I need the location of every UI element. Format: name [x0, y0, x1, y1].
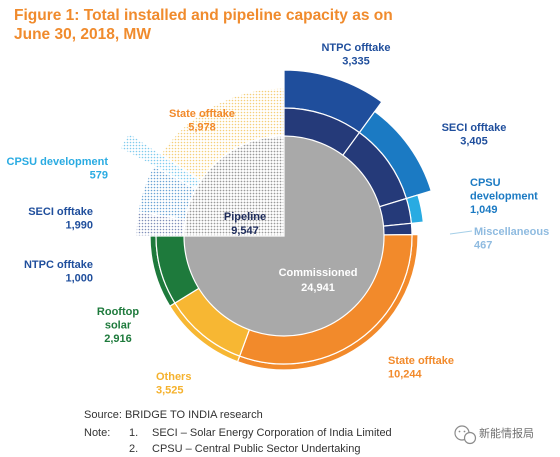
commissioned-miscellaneous-value: 467 [474, 240, 492, 252]
note-1-text: SECI – Solar Energy Corporation of India… [152, 427, 392, 439]
commissioned-others-value: 3,525 [156, 385, 184, 397]
commissioned-seci-offtake-value: 3,405 [460, 136, 488, 148]
pipeline-label: Pipeline [224, 211, 266, 223]
commissioned-miscellaneous-label: Miscellaneous [474, 226, 549, 238]
pipeline-center-disc [183, 135, 285, 237]
pipeline-ntpc-offtake-label: NTPC offtake [24, 259, 93, 271]
note-2-number: 2. [129, 443, 138, 455]
commissioned-ntpc-offtake-label: NTPC offtake [321, 42, 390, 54]
commissioned-seci-offtake-label: SECI offtake [442, 122, 507, 134]
pipeline-seci-offtake-value: 1,990 [65, 220, 93, 232]
watermark-text: 新能情报局 [479, 426, 534, 440]
miscellaneous-leader-line [449, 230, 473, 235]
center-disc [183, 135, 385, 337]
note-1-number: 1. [129, 427, 138, 439]
center-labels: Pipeline 9,547 Commissioned 24,941 [224, 211, 358, 294]
commissioned-rooftop-solar-label: solar [105, 320, 132, 332]
commissioned-cpsu-development-value: 1,049 [470, 204, 498, 216]
commissioned-others-label: Others [156, 371, 191, 383]
commissioned-state-offtake-label: State offtake [388, 355, 454, 367]
note-2-text: CPSU – Central Public Sector Undertaking [152, 443, 360, 455]
commissioned-rooftop-solar-label: Rooftop [97, 306, 139, 318]
pipeline-inner-ring [183, 135, 285, 237]
commissioned-cpsu-development-label: CPSU [470, 177, 501, 189]
commissioned-cpsu-development-label: development [470, 191, 538, 203]
commissioned-value: 24,941 [301, 282, 335, 294]
chart-title-line2: June 30, 2018, MW [14, 26, 151, 43]
pipeline-seci-offtake-label: SECI offtake [28, 206, 93, 218]
watermark: 新能情报局 [454, 425, 534, 445]
source-text: Source: BRIDGE TO INDIA research [84, 409, 263, 421]
wechat-icon [454, 425, 477, 445]
commissioned-ntpc-offtake-value: 3,335 [342, 56, 370, 68]
segment-labels: NTPC offtake 3,335 SECI offtake 3,405 CPSU de… [7, 42, 550, 397]
commissioned-rooftop-solar-value: 2,916 [104, 333, 132, 345]
footer: Source: BRIDGE TO INDIA research Note: 1… [84, 409, 392, 455]
commissioned-center-disc [183, 135, 385, 337]
pipeline-value: 9,547 [231, 225, 259, 237]
pipeline-cpsu-development-value: 579 [90, 170, 108, 182]
pipeline-outer-ring [119, 87, 285, 237]
note-label: Note: [84, 427, 110, 439]
pipeline-ntpc-offtake-value: 1,000 [65, 273, 93, 285]
pipeline-state-offtake-value: 5,978 [188, 122, 216, 134]
pipeline-state-offtake-label: State offtake [169, 108, 235, 120]
commissioned-state-offtake-value: 10,244 [388, 369, 423, 381]
pipeline-cpsu-development-label: CPSU development [7, 156, 109, 168]
chart-title-line1: Figure 1: Total installed and pipeline c… [14, 7, 393, 24]
commissioned-label: Commissioned [279, 267, 358, 279]
